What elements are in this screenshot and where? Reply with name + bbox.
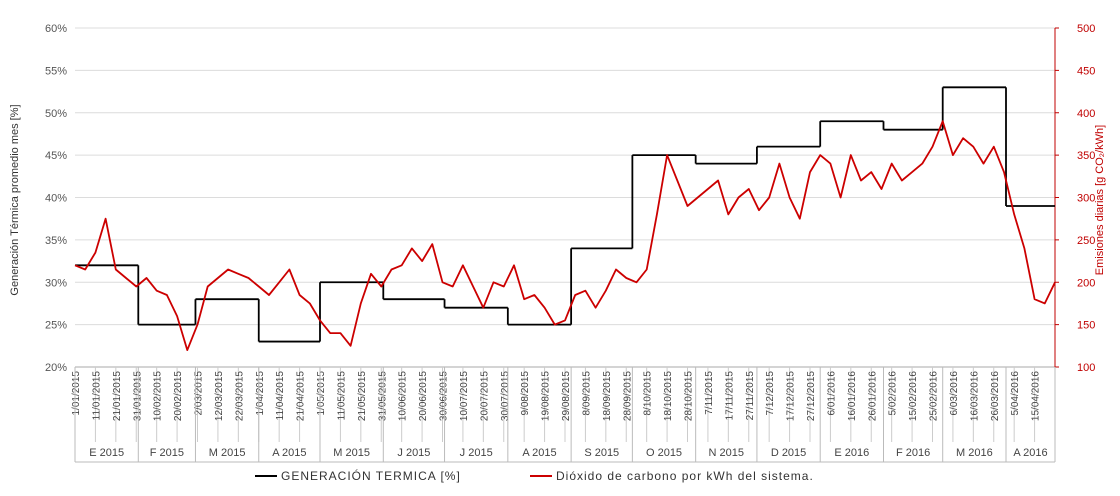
- x-tick-label: 9/08/2015: [520, 371, 531, 416]
- x-tick-label: 20/06/2015: [418, 371, 429, 421]
- x-tick-label: 6/01/2016: [826, 371, 837, 416]
- x-tick-label: 27/12/2015: [806, 371, 817, 421]
- y-tick-label: 30%: [45, 277, 67, 289]
- x-tick-label: 11/01/2015: [91, 371, 102, 421]
- group-label: A 2016: [1013, 447, 1047, 459]
- group-label: J 2015: [397, 447, 430, 459]
- x-tick-label: 25/02/2016: [929, 371, 940, 421]
- x-tick-label: 10/02/2015: [153, 371, 164, 421]
- group-label: E 2016: [834, 447, 869, 459]
- x-tick-label: 30/06/2015: [439, 371, 450, 421]
- group-label: J 2015: [460, 447, 493, 459]
- x-tick-label: 11/04/2015: [275, 371, 286, 421]
- x-tick-label: 10/06/2015: [398, 371, 409, 421]
- x-tick-label: 1/04/2015: [255, 371, 266, 416]
- y2-tick-label: 200: [1077, 277, 1095, 289]
- y2-tick-label: 150: [1077, 320, 1095, 332]
- x-tick-label: 19/08/2015: [541, 371, 552, 421]
- x-tick-label: 1/01/2015: [71, 371, 82, 416]
- y2-tick-label: 100: [1077, 362, 1095, 374]
- x-tick-label: 31/01/2015: [132, 371, 143, 421]
- legend-label: Dióxido de carbono por kWh del sistema.: [556, 469, 814, 483]
- group-label: S 2015: [584, 447, 619, 459]
- y-tick-label: 45%: [45, 150, 67, 162]
- x-tick-label: 20/02/2015: [173, 371, 184, 421]
- group-label: M 2015: [209, 447, 246, 459]
- y-axis-title: Generación Térmica promedio mes [%]: [9, 104, 21, 295]
- x-tick-label: 2/03/2015: [194, 371, 205, 416]
- x-tick-label: 7/11/2015: [704, 371, 715, 415]
- x-tick-label: 17/12/2015: [786, 371, 797, 421]
- y2-tick-label: 400: [1077, 108, 1095, 120]
- group-label: A 2015: [522, 447, 556, 459]
- group-label: M 2015: [333, 447, 370, 459]
- x-tick-label: 16/03/2016: [969, 371, 980, 421]
- x-tick-label: 21/01/2015: [112, 371, 123, 421]
- group-label: F 2016: [896, 447, 930, 459]
- y2-tick-label: 500: [1077, 23, 1095, 35]
- y2-tick-label: 350: [1077, 150, 1095, 162]
- group-label: D 2015: [771, 447, 806, 459]
- group-label: M 2016: [956, 447, 993, 459]
- x-tick-label: 1/05/2015: [316, 371, 327, 416]
- x-tick-label: 5/04/2016: [1010, 371, 1021, 416]
- x-tick-label: 11/05/2015: [336, 371, 347, 421]
- y-tick-label: 35%: [45, 235, 67, 247]
- x-tick-label: 26/03/2016: [990, 371, 1001, 421]
- x-tick-label: 21/05/2015: [357, 371, 368, 421]
- x-tick-label: 8/10/2015: [643, 371, 654, 416]
- x-tick-label: 28/10/2015: [684, 371, 695, 421]
- group-label: F 2015: [150, 447, 184, 459]
- x-tick-label: 20/07/2015: [479, 371, 490, 421]
- y-tick-label: 40%: [45, 193, 67, 205]
- x-tick-label: 17/11/2015: [724, 371, 735, 421]
- x-tick-label: 12/03/2015: [214, 371, 225, 421]
- x-tick-label: 7/12/2015: [765, 371, 776, 416]
- y2-tick-label: 450: [1077, 65, 1095, 77]
- x-tick-label: 16/01/2016: [847, 371, 858, 421]
- x-tick-label: 29/08/2015: [561, 371, 572, 421]
- x-tick-label: 15/02/2016: [908, 371, 919, 421]
- y-tick-label: 25%: [45, 320, 67, 332]
- group-label: E 2015: [89, 447, 124, 459]
- y2-tick-label: 300: [1077, 193, 1095, 205]
- y-tick-label: 60%: [45, 23, 67, 35]
- y-tick-label: 50%: [45, 108, 67, 120]
- y-tick-label: 20%: [45, 362, 67, 374]
- x-tick-label: 26/01/2016: [867, 371, 878, 421]
- group-label: O 2015: [646, 447, 682, 459]
- x-tick-label: 30/07/2015: [500, 371, 511, 421]
- legend-label: GENERACIÓN TERMICA [%]: [281, 468, 461, 483]
- x-tick-label: 18/09/2015: [602, 371, 613, 421]
- x-tick-label: 28/09/2015: [622, 371, 633, 421]
- x-tick-label: 8/09/2015: [581, 371, 592, 416]
- y-tick-label: 55%: [45, 65, 67, 77]
- x-tick-label: 15/04/2016: [1031, 371, 1042, 421]
- y2-axis-title: Emisiones diarias [g CO₂/kWh]: [1094, 125, 1106, 275]
- group-label: N 2015: [709, 447, 744, 459]
- group-label: A 2015: [272, 447, 306, 459]
- x-tick-label: 22/03/2015: [234, 371, 245, 421]
- y2-tick-label: 250: [1077, 235, 1095, 247]
- x-tick-label: 27/11/2015: [745, 371, 756, 421]
- series-line: [74, 120, 1056, 351]
- x-tick-label: 21/04/2015: [296, 371, 307, 421]
- x-tick-label: 6/03/2016: [949, 371, 960, 416]
- x-tick-label: 10/07/2015: [459, 371, 470, 421]
- x-tick-label: 18/10/2015: [663, 371, 674, 421]
- x-tick-label: 5/02/2016: [888, 371, 899, 416]
- x-tick-label: 31/05/2015: [377, 371, 388, 421]
